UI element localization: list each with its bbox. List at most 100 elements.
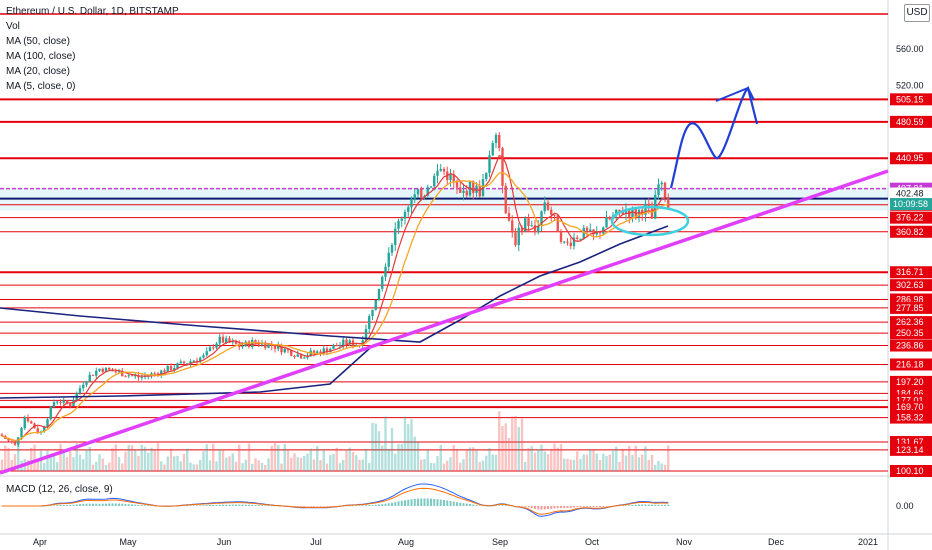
legend-ma5[interactable]: MA (5, close, 0): [6, 81, 76, 92]
legend-ma100[interactable]: MA (100, close): [6, 51, 76, 62]
candle: [20, 428, 23, 438]
level-label: 131.67: [896, 437, 924, 447]
macd-histogram-bar: [345, 505, 348, 507]
volume-bar: [527, 448, 530, 471]
candle: [231, 341, 234, 343]
macd-histogram-bar: [313, 506, 315, 507]
volume-bar: [95, 461, 98, 471]
volume-bar: [26, 459, 30, 471]
candle: [501, 147, 504, 186]
macd-histogram-bar: [218, 504, 221, 506]
candle: [114, 371, 117, 373]
volume-bar: [192, 464, 195, 471]
level-label: 184.66: [896, 388, 924, 398]
volume-bar: [30, 447, 33, 471]
level-label-box: [890, 465, 932, 477]
macd-histogram-bar: [381, 504, 384, 506]
volume-bar: [7, 447, 10, 471]
candle: [533, 225, 537, 233]
macd-histogram-bar: [205, 505, 208, 506]
level-label: 505.15: [896, 94, 924, 104]
macd-histogram-bar: [498, 505, 501, 506]
volume-bar: [595, 453, 598, 471]
volume-bar: [517, 426, 520, 471]
currency-button[interactable]: USD: [904, 4, 930, 22]
macd-histogram-bar: [550, 506, 553, 509]
candle: [660, 182, 663, 185]
legend-vol[interactable]: Vol: [6, 21, 20, 32]
level-label: 123.14: [896, 445, 924, 455]
level-label: 177.01: [896, 395, 924, 405]
volume-bar: [364, 449, 368, 471]
volume-bar: [150, 447, 153, 471]
candle: [455, 182, 459, 188]
volume-bar: [46, 450, 49, 471]
legend-ma20[interactable]: MA (20, close): [6, 66, 70, 77]
volume-bar: [273, 443, 277, 471]
macd-histogram-bar: [657, 504, 660, 506]
macd-histogram-bar: [521, 506, 523, 507]
candle: [657, 184, 660, 195]
candle: [98, 368, 101, 371]
volume-bar: [433, 463, 436, 471]
candle: [251, 340, 254, 347]
macd-histogram-bar: [222, 504, 224, 506]
candle: [582, 227, 585, 239]
volume-bar: [514, 415, 517, 471]
volume-bar: [277, 444, 280, 471]
volume-bar: [446, 460, 449, 471]
macd-histogram-bar: [199, 505, 202, 506]
volume-bar: [455, 449, 459, 471]
macd-histogram-bar: [137, 504, 140, 506]
volume-bar: [602, 453, 605, 471]
x-tick-label: Dec: [768, 537, 785, 547]
x-tick-label: Jun: [217, 537, 232, 547]
volume-bar: [641, 454, 644, 471]
macd-histogram-bar: [368, 505, 371, 506]
volume-bar: [117, 457, 121, 471]
legend-symbol[interactable]: Ethereum / U.S. Dollar, 1D, BITSTAMP: [6, 6, 179, 17]
macd-histogram-bar: [443, 500, 445, 506]
macd-histogram-bar: [121, 503, 124, 506]
macd-histogram-bar: [319, 506, 322, 507]
macd-histogram-bar: [300, 506, 302, 507]
macd-histogram-bar: [566, 506, 569, 508]
candle: [335, 345, 338, 347]
macd-histogram-bar: [586, 506, 588, 507]
candle: [23, 417, 26, 429]
level-label-box: [890, 358, 932, 371]
macd-histogram-bar: [417, 498, 419, 506]
macd-histogram-bar: [192, 505, 195, 506]
volume-bar: [13, 454, 17, 471]
volume-bar: [322, 448, 325, 471]
volume-bar: [221, 449, 225, 471]
candle: [17, 437, 20, 445]
candle: [390, 244, 394, 253]
level-label: 100.10: [896, 466, 924, 476]
level-label-box: [890, 279, 932, 292]
volume-bar: [127, 445, 130, 471]
level-label-box: [890, 401, 932, 414]
volume-bar: [608, 454, 611, 471]
macd-histogram-bar: [235, 504, 237, 506]
macd-histogram-bar: [332, 506, 335, 507]
volume-bar: [663, 464, 667, 471]
macd-histogram-bar: [108, 503, 111, 506]
macd-histogram-bar: [105, 503, 107, 506]
legend-ma50[interactable]: MA (50, close): [6, 36, 70, 47]
macd-pane: [1, 483, 670, 517]
volume-bar: [397, 443, 400, 471]
volume-bar: [130, 445, 134, 471]
volume-bar: [533, 452, 537, 471]
volume-bar: [546, 454, 550, 471]
volume-bar: [176, 455, 179, 471]
volume-bar: [228, 456, 231, 471]
volume-bar: [85, 449, 88, 471]
macd-histogram-bar: [140, 505, 143, 506]
volume-bar: [589, 449, 592, 471]
candle: [160, 370, 163, 376]
volume-bar: [654, 464, 657, 471]
axes: 560.00520.00505.15480.59440.95407.81402.…: [0, 44, 932, 547]
macd-histogram-bar: [66, 504, 68, 506]
